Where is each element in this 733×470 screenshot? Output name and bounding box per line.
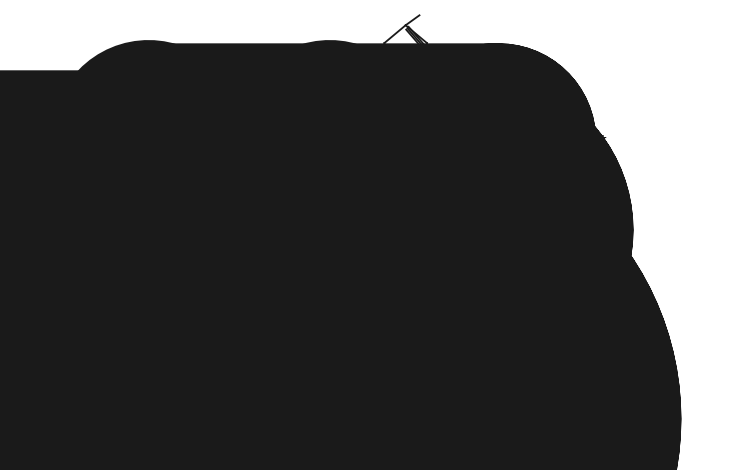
Text: (b): (b) <box>117 223 136 237</box>
Text: (d): (d) <box>117 407 136 421</box>
Text: Br: Br <box>457 130 471 143</box>
Text: (a): (a) <box>117 133 136 148</box>
Text: product: product <box>554 133 608 148</box>
Text: + H$_2$: + H$_2$ <box>296 321 331 337</box>
Text: Br: Br <box>429 214 443 227</box>
Text: NaOC$_2$H$_5$: NaOC$_2$H$_5$ <box>421 399 479 414</box>
Text: product: product <box>511 412 564 426</box>
Text: +: + <box>187 221 202 239</box>
Text: NaNH$_2$: NaNH$_2$ <box>262 133 309 149</box>
Text: product: product <box>424 322 478 337</box>
Text: Pt: Pt <box>382 311 394 324</box>
Text: +: + <box>237 132 252 149</box>
Text: then: then <box>336 223 367 237</box>
Text: product: product <box>526 223 579 237</box>
Text: then: then <box>379 133 410 148</box>
Text: NaNH$_2$: NaNH$_2$ <box>213 222 259 238</box>
Text: (c): (c) <box>117 322 136 337</box>
Text: Br: Br <box>286 384 300 397</box>
Text: C$_2$H$_5$OH: C$_2$H$_5$OH <box>424 424 475 439</box>
